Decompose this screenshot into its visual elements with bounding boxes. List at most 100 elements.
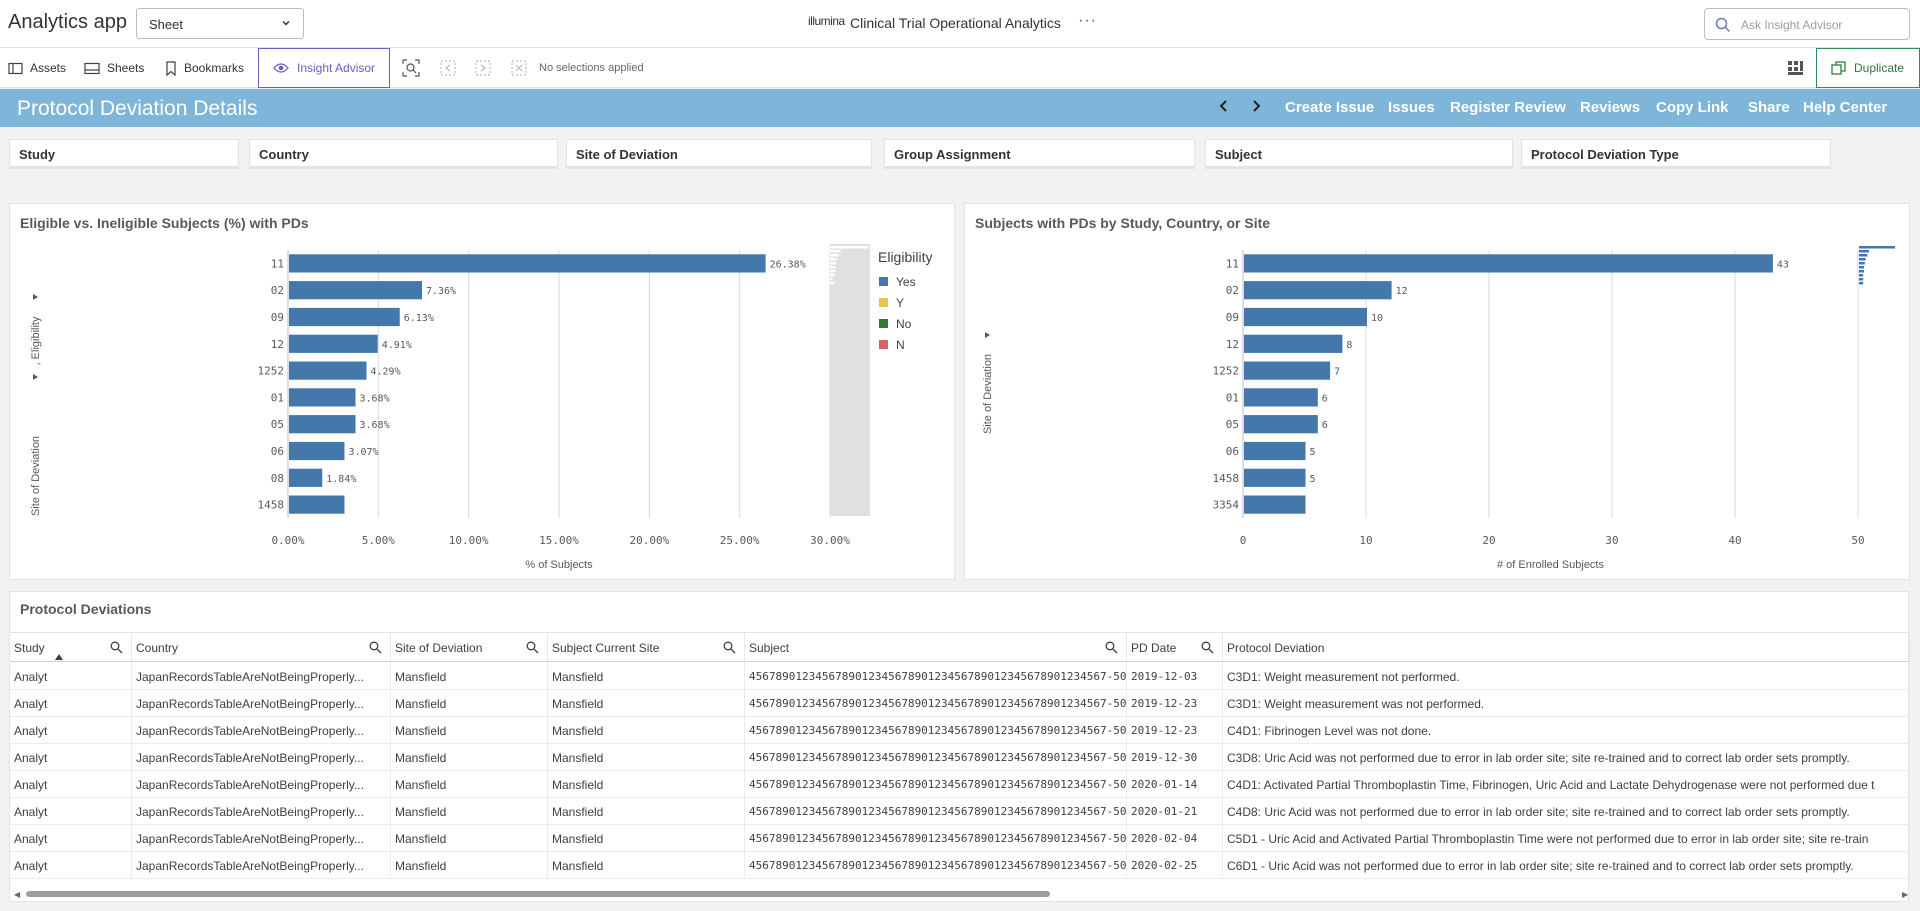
previous-sheet-button[interactable] (1218, 98, 1230, 118)
grid-view-icon[interactable] (1787, 60, 1804, 76)
sheets-button[interactable]: Sheets (84, 48, 144, 88)
step-forward-icon[interactable] (474, 59, 492, 77)
help-center-link[interactable]: Help Center (1803, 99, 1888, 116)
next-sheet-button[interactable] (1250, 98, 1262, 118)
filter-country[interactable]: Country (249, 139, 558, 169)
y-axis-title: Site of Deviation (982, 354, 994, 434)
data-label: 3.07% (348, 447, 378, 458)
table-cell: Mansfield (548, 798, 745, 825)
table-row[interactable]: Analyt JapanRecordsTableAreNotBeingProper… (10, 717, 1910, 744)
data-label: 26.38% (770, 259, 806, 270)
bar (1244, 468, 1306, 487)
column-search-icon[interactable] (110, 641, 123, 654)
column-search-icon[interactable] (526, 641, 539, 654)
insight-advisor-icon (273, 63, 289, 73)
mini-bar (830, 282, 835, 285)
x-tick-label: 15.00% (539, 534, 579, 547)
table-body: Analyt JapanRecordsTableAreNotBeingProper… (10, 663, 1910, 887)
reviews-link[interactable]: Reviews (1580, 99, 1641, 116)
mini-bar (830, 262, 837, 265)
copy-link-link[interactable]: Copy Link (1656, 99, 1729, 116)
x-tick-label: 50 (1851, 534, 1864, 547)
x-axis-title: # of Enrolled Subjects (1497, 559, 1605, 571)
eligibility-bar-chart[interactable]: 0.00% 5.00% 10.00% 15.00% 20.00% 25.00% 30.00%… (10, 204, 956, 581)
column-search-icon[interactable] (1105, 641, 1118, 654)
data-label: 43 (1777, 259, 1789, 270)
create-issue-link[interactable]: Create Issue (1285, 99, 1375, 116)
share-link[interactable]: Share (1748, 99, 1790, 116)
table-cell: 2020-02-04 (1127, 825, 1223, 852)
table-row[interactable]: Analyt JapanRecordsTableAreNotBeingProper… (10, 798, 1910, 825)
assets-button[interactable]: Assets (8, 48, 66, 88)
ask-placeholder: Ask Insight Advisor (1741, 18, 1843, 32)
bar (289, 388, 356, 407)
x-tick-label: 5.00% (362, 534, 395, 547)
table-cell: 4567890123456789012345678901234567890123… (745, 852, 1127, 879)
table-row[interactable]: Analyt JapanRecordsTableAreNotBeingProper… (10, 852, 1910, 879)
filter-subject[interactable]: Subject (1205, 139, 1513, 169)
table-header: Study Country Site of Deviation Subject Cur… (10, 632, 1910, 663)
filter-site-of-deviation[interactable]: Site of Deviation (566, 139, 872, 169)
register-review-link[interactable]: Register Review (1450, 99, 1566, 116)
table-title: Protocol Deviations (20, 601, 152, 617)
table-row[interactable]: Analyt JapanRecordsTableAreNotBeingProper… (10, 825, 1910, 852)
table-cell: Analyt (10, 744, 132, 771)
horizontal-scrollbar[interactable] (26, 891, 1050, 897)
table-cell: JapanRecordsTableAreNotBeingProperly... (132, 690, 391, 717)
bar (1244, 415, 1318, 434)
clear-selections-icon[interactable] (510, 59, 528, 77)
mini-bar (830, 258, 838, 261)
column-header[interactable]: PD Date (1127, 633, 1223, 663)
y-tick-label: 09 (1226, 311, 1239, 324)
table-cell: Mansfield (391, 771, 548, 798)
y-tick-label: 01 (271, 391, 284, 404)
column-search-icon[interactable] (723, 641, 736, 654)
smart-search-icon[interactable] (402, 59, 420, 77)
mini-bar (1859, 246, 1895, 249)
insight-advisor-button[interactable]: Insight Advisor (258, 48, 390, 88)
column-header[interactable]: Protocol Deviation (1223, 633, 1910, 663)
mini-bar (830, 274, 835, 277)
filter-group-assignment[interactable]: Group Assignment (884, 139, 1195, 169)
filter-study[interactable]: Study (9, 139, 239, 169)
table-cell: Mansfield (548, 852, 745, 879)
table-cell: Analyt (10, 852, 132, 879)
column-header[interactable]: Subject (745, 633, 1127, 663)
column-search-icon[interactable] (369, 641, 382, 654)
duplicate-button[interactable]: Duplicate (1816, 48, 1920, 88)
selections-status: No selections applied (539, 62, 644, 74)
table-row[interactable]: Analyt JapanRecordsTableAreNotBeingProper… (10, 744, 1910, 771)
issues-link[interactable]: Issues (1388, 99, 1435, 116)
scroll-right-icon[interactable]: ▶ (1902, 890, 1909, 899)
x-axis-title: % of Subjects (525, 559, 593, 571)
y-axis-title: Site of Deviation (30, 436, 42, 516)
scroll-left-icon[interactable]: ◀ (14, 890, 21, 899)
data-label: 6.13% (404, 313, 434, 324)
bar (289, 307, 400, 327)
table-cell: Analyt (10, 798, 132, 825)
filter-protocol-deviation-type[interactable]: Protocol Deviation Type (1521, 139, 1831, 169)
table-cell: JapanRecordsTableAreNotBeingProperly... (132, 798, 391, 825)
table-row[interactable]: Analyt JapanRecordsTableAreNotBeingProper… (10, 663, 1910, 690)
sheet-selector[interactable]: Sheet (136, 8, 304, 39)
bookmarks-button[interactable]: Bookmarks (165, 48, 244, 88)
mini-bar (1859, 254, 1868, 257)
table-cell: C4D1: Activated Partial Thromboplastin T… (1223, 771, 1910, 798)
column-search-icon[interactable] (1201, 641, 1214, 654)
table-row[interactable]: Analyt JapanRecordsTableAreNotBeingProper… (10, 690, 1910, 717)
subjects-bar-chart[interactable]: 0 10 20 30 40 50 11 43 02 12 09 10 12 8 1252 7 01 6 05 6 06 5… (965, 204, 1911, 581)
column-header[interactable]: Study (10, 633, 132, 663)
sheet-header-band: Protocol Deviation Details Create Issue … (0, 89, 1920, 127)
step-back-icon[interactable] (439, 59, 457, 77)
more-options-icon[interactable]: ··· (1078, 12, 1097, 29)
ask-insight-advisor-input[interactable]: Ask Insight Advisor (1704, 8, 1910, 40)
column-header[interactable]: Site of Deviation (391, 633, 548, 663)
table-cell: 4567890123456789012345678901234567890123… (745, 717, 1127, 744)
table-cell: 2020-01-14 (1127, 771, 1223, 798)
column-header[interactable]: Subject Current Site (548, 633, 745, 663)
table-cell: 4567890123456789012345678901234567890123… (745, 744, 1127, 771)
column-header[interactable]: Country (132, 633, 391, 663)
mini-bar (830, 250, 841, 253)
table-row[interactable]: Analyt JapanRecordsTableAreNotBeingProper… (10, 771, 1910, 798)
sort-ascending-icon[interactable] (55, 654, 63, 660)
